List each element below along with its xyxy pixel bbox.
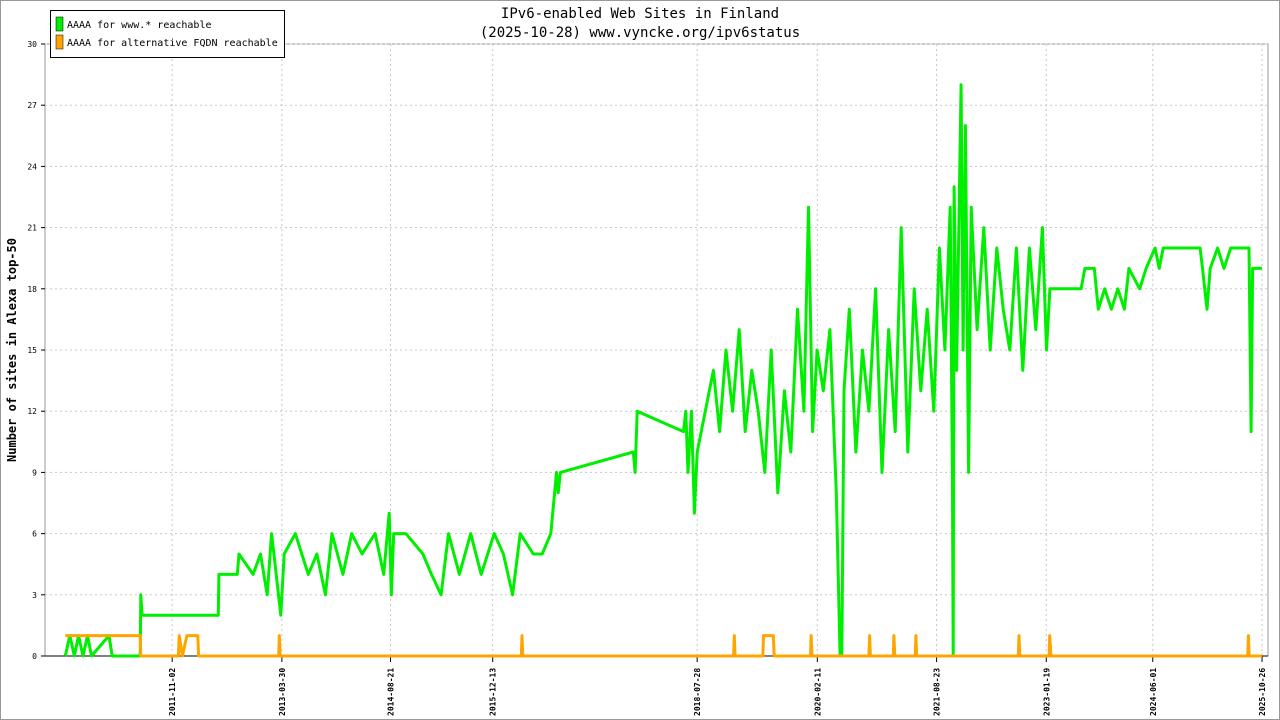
legend-box [50,10,285,58]
chart-subtitle: (2025-10-28) www.vyncke.org/ipv6status [480,25,800,41]
y-tick-label: 3 [32,591,37,600]
legend-label: AAAA for alternative FQDN reachable [67,38,278,49]
x-tick-label: 2015-12-13 [489,668,498,716]
legend-label: AAAA for www.* reachable [67,20,212,31]
series-line [63,83,1262,658]
y-tick-label: 27 [27,101,37,110]
x-tick-label: 2021-08-23 [933,668,942,716]
x-tick-label: 2023-01-19 [1042,668,1051,716]
x-tick-label: 2024-06-01 [1149,668,1158,716]
y-tick-label: 21 [27,224,37,233]
x-tick-label: 2013-03-30 [278,668,287,716]
x-tick-label: 2018-07-28 [693,668,702,716]
x-tick-label: 2011-11-02 [168,668,177,716]
y-tick-label: 12 [27,407,37,416]
legend-swatch [55,16,64,32]
chart-title: IPv6-enabled Web Sites in Finland [501,6,779,22]
series-line [65,634,1262,658]
x-tick-label: 2020-02-11 [813,668,822,716]
y-tick-label: 9 [32,468,37,477]
y-axis-label: Number of sites in Alexa top-50 [5,238,19,462]
y-tick-label: 18 [27,285,37,294]
y-tick-label: 24 [27,162,37,171]
y-tick-label: 15 [27,346,37,355]
y-tick-label: 30 [27,40,37,49]
x-tick-label: 2025-10-26 [1258,668,1267,716]
x-tick-label: 2014-08-21 [386,668,395,716]
y-tick-label: 6 [32,530,37,539]
y-tick-label: 0 [32,652,37,661]
legend-swatch [55,34,64,50]
